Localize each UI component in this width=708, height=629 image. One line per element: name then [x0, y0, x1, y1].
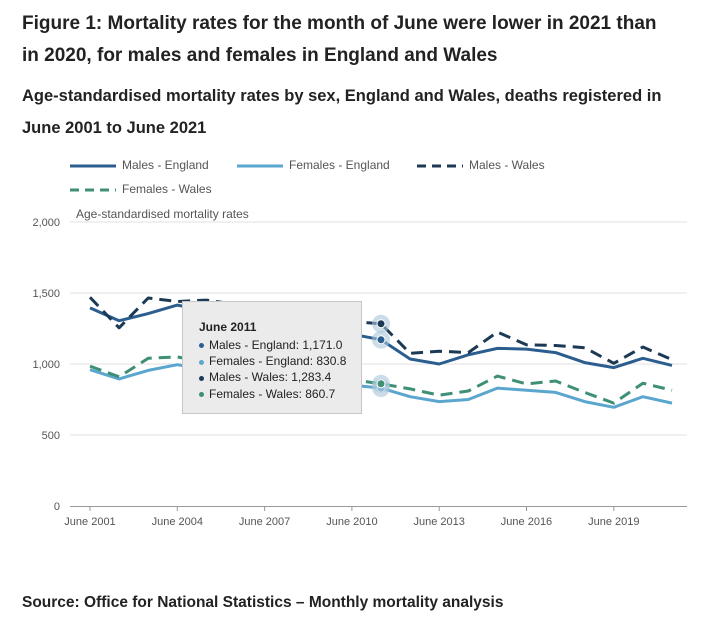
- tooltip-row-females-wales: Females - Wales: 860.7: [199, 386, 361, 402]
- legend-item-males-wales[interactable]: Males - Wales: [417, 155, 545, 175]
- x-tick-label: June 2004: [152, 516, 203, 528]
- tooltip-title: June 2011: [199, 320, 257, 334]
- tooltip-dot-icon: [199, 391, 204, 397]
- tooltip-row-males-england: Males - England: 1,171.0: [199, 337, 361, 353]
- highlight-point: [376, 335, 386, 345]
- x-tick-label: June 2019: [588, 516, 639, 528]
- y-tick-label: 1,500: [32, 288, 60, 300]
- legend-swatch-solid-icon: [70, 164, 116, 168]
- x-tick-label: June 2016: [501, 516, 552, 528]
- legend-label: Females - England: [289, 158, 390, 172]
- legend-label: Females - Wales: [122, 182, 212, 196]
- chart-tooltip: June 2011 Males - England: 1,171.0 Femal…: [182, 301, 362, 414]
- y-tick-label: 0: [54, 501, 60, 513]
- x-tick-label: June 2010: [326, 516, 377, 528]
- legend-swatch-dashed-icon: [417, 164, 463, 168]
- legend-swatch-dashed-icon: [70, 188, 116, 192]
- y-tick-label: 2,000: [32, 217, 60, 229]
- legend-item-males-england[interactable]: Males - England: [70, 155, 209, 175]
- legend-item-females-england[interactable]: Females - England: [237, 155, 390, 175]
- tooltip-row-females-england: Females - England: 830.8: [199, 353, 361, 369]
- y-tick-label: 500: [42, 430, 60, 442]
- y-axis-label: Age-standardised mortality rates: [76, 207, 249, 221]
- x-tick-label: June 2013: [414, 516, 465, 528]
- legend-swatch-solid-icon: [237, 164, 283, 168]
- x-tick-label: June 2001: [64, 516, 115, 528]
- y-tick-label: 1,000: [32, 359, 60, 371]
- highlight-point: [376, 319, 386, 329]
- tooltip-dot-icon: [199, 343, 204, 349]
- tooltip-dot-icon: [199, 359, 204, 365]
- x-tick-label: June 2007: [239, 516, 290, 528]
- legend-label: Males - Wales: [469, 158, 545, 172]
- figure-title: Figure 1: Mortality rates for the month …: [22, 13, 657, 66]
- legend-item-females-wales[interactable]: Females - Wales: [70, 179, 212, 199]
- tooltip-row-males-wales: Males - Wales: 1,283.4: [199, 369, 361, 385]
- tooltip-dot-icon: [199, 375, 204, 381]
- source-note: Source: Office for National Statistics –…: [22, 594, 504, 611]
- chart-subtitle: Age-standardised mortality rates by sex,…: [22, 87, 662, 137]
- legend-label: Males - England: [122, 158, 209, 172]
- highlight-point: [376, 379, 386, 389]
